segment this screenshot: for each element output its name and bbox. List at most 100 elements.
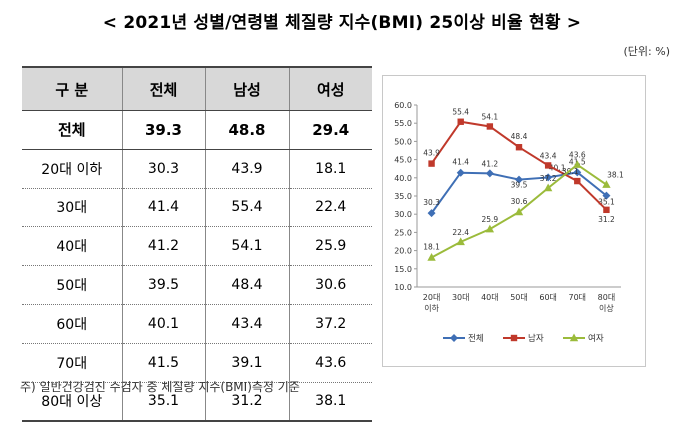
row-label: 40대 bbox=[22, 226, 122, 267]
data-point-female bbox=[573, 160, 582, 168]
data-label: 43.6 bbox=[569, 151, 586, 160]
data-label: 30.6 bbox=[511, 197, 528, 206]
table-row: 50대 39.5 48.4 30.6 bbox=[22, 265, 372, 305]
legend-label: 여자 bbox=[588, 333, 604, 344]
header-female: 여성 bbox=[288, 66, 372, 111]
row-label: 50대 bbox=[22, 265, 122, 305]
data-label: 22.4 bbox=[452, 228, 469, 237]
x-tick-label: 40대 bbox=[481, 293, 499, 302]
data-label: 41.2 bbox=[482, 159, 499, 168]
data-point-male bbox=[428, 160, 435, 167]
cell-total: 41.5 bbox=[121, 343, 205, 383]
unit-label: (단위: %) bbox=[623, 45, 670, 58]
data-label: 25.9 bbox=[482, 215, 499, 224]
legend-label: 전체 bbox=[468, 333, 484, 344]
cell-male: 48.4 bbox=[204, 265, 289, 305]
header-male: 남성 bbox=[204, 66, 289, 111]
cell-female: 18.1 bbox=[288, 149, 372, 189]
y-tick-label: 35.0 bbox=[394, 192, 412, 201]
data-label: 38.1 bbox=[607, 171, 624, 180]
data-label: 55.4 bbox=[452, 108, 469, 117]
y-tick-label: 20.0 bbox=[394, 247, 412, 256]
y-tick-label: 10.0 bbox=[394, 283, 412, 292]
cell-female: 22.4 bbox=[288, 188, 372, 228]
cell-total: 39.5 bbox=[121, 265, 205, 305]
table-row: 40대 41.2 54.1 25.9 bbox=[22, 226, 372, 267]
cell-female: 38.1 bbox=[288, 382, 372, 422]
data-label: 37.2 bbox=[540, 174, 557, 183]
data-point-female bbox=[514, 207, 524, 216]
table-row: 70대 41.5 39.1 43.6 bbox=[22, 343, 372, 383]
header-category: 구 분 bbox=[22, 66, 122, 111]
cell-male: 48.8 bbox=[204, 110, 289, 150]
page-title: < 2021년 성별/연령별 체질량 지수(BMI) 25이상 비율 현황 > bbox=[102, 13, 582, 33]
cell-total: 41.2 bbox=[121, 226, 205, 267]
x-tick-label: 80대 이상 bbox=[598, 293, 616, 313]
data-point-female bbox=[456, 237, 465, 246]
data-label: 48.4 bbox=[511, 132, 528, 141]
bmi-table: 구 분 전체 남성 여성 전체 39.3 48.8 29.4 20대 이하 30… bbox=[22, 66, 372, 422]
y-tick-label: 25.0 bbox=[394, 228, 412, 237]
cell-female: 30.6 bbox=[288, 265, 372, 305]
cell-male: 54.1 bbox=[204, 226, 289, 267]
cell-male: 55.4 bbox=[204, 188, 289, 228]
y-tick-label: 60.0 bbox=[394, 101, 412, 110]
legend-marker-female bbox=[569, 333, 579, 342]
x-tick-label: 30대 bbox=[452, 293, 470, 302]
cell-total: 30.3 bbox=[121, 149, 205, 189]
y-tick-label: 15.0 bbox=[394, 265, 412, 274]
y-tick-label: 45.0 bbox=[394, 156, 412, 165]
table-row: 60대 40.1 43.4 37.2 bbox=[22, 304, 372, 344]
data-point-total bbox=[427, 209, 436, 218]
cell-female: 29.4 bbox=[288, 110, 372, 150]
legend-marker-total bbox=[450, 334, 458, 342]
data-point-total bbox=[515, 175, 523, 184]
data-point-male bbox=[544, 162, 552, 169]
data-point-total bbox=[573, 168, 582, 177]
data-label: 54.1 bbox=[482, 112, 499, 121]
cell-total: 39.3 bbox=[121, 110, 205, 150]
y-tick-label: 30.0 bbox=[394, 210, 412, 219]
data-point-female bbox=[427, 253, 436, 261]
data-label: 18.1 bbox=[423, 243, 440, 252]
data-point-male bbox=[574, 177, 581, 185]
line-chart-svg: 10.0 15.0 20.0 25.0 30.0 35.0 40.0 45.0 50.0 55.0… bbox=[394, 101, 624, 344]
data-label: 39.1 bbox=[562, 167, 579, 176]
data-point-total bbox=[544, 173, 553, 182]
data-point-total bbox=[485, 169, 494, 178]
y-tick-label: 50.0 bbox=[394, 137, 412, 146]
legend-marker-male bbox=[510, 334, 518, 342]
table-header-row: 구 분 전체 남성 여성 bbox=[22, 66, 372, 111]
data-point-male bbox=[515, 144, 523, 151]
row-label: 20대 이하 bbox=[22, 149, 122, 189]
footnote: 주) 일반건강검진 수검자 중 체질량 지수(BMI)측정 기준 bbox=[20, 380, 300, 394]
header-total: 전체 bbox=[121, 66, 205, 111]
cell-total: 40.1 bbox=[121, 304, 205, 344]
data-point-female bbox=[602, 180, 611, 188]
row-label: 30대 bbox=[22, 188, 122, 228]
data-label: 40.1 bbox=[549, 163, 566, 172]
table-row: 20대 이하 30.3 43.9 18.1 bbox=[22, 149, 372, 189]
row-label: 70대 bbox=[22, 343, 122, 383]
data-label: 35.1 bbox=[598, 198, 615, 207]
table-row: 전체 39.3 48.8 29.4 bbox=[22, 110, 372, 150]
data-label: 43.4 bbox=[540, 151, 557, 160]
cell-total: 41.4 bbox=[121, 188, 205, 228]
data-label: 39.5 bbox=[511, 181, 528, 190]
y-tick-label: 40.0 bbox=[394, 174, 412, 183]
data-point-male bbox=[486, 123, 494, 130]
x-tick-label: 20대 이하 bbox=[423, 293, 441, 313]
data-label: 43.9 bbox=[423, 149, 440, 158]
data-point-female bbox=[485, 224, 495, 233]
data-point-total bbox=[602, 191, 611, 200]
x-tick-label: 50대 bbox=[510, 293, 528, 302]
data-label: 41.4 bbox=[452, 158, 469, 167]
data-point-male bbox=[457, 118, 464, 125]
data-label: 31.2 bbox=[598, 215, 615, 224]
data-point-female bbox=[543, 183, 553, 192]
x-tick-label: 60대 bbox=[539, 293, 557, 302]
cell-female: 25.9 bbox=[288, 226, 372, 267]
cell-female: 43.6 bbox=[288, 343, 372, 383]
y-tick-label: 55.0 bbox=[394, 119, 412, 128]
row-label: 전체 bbox=[22, 110, 122, 150]
